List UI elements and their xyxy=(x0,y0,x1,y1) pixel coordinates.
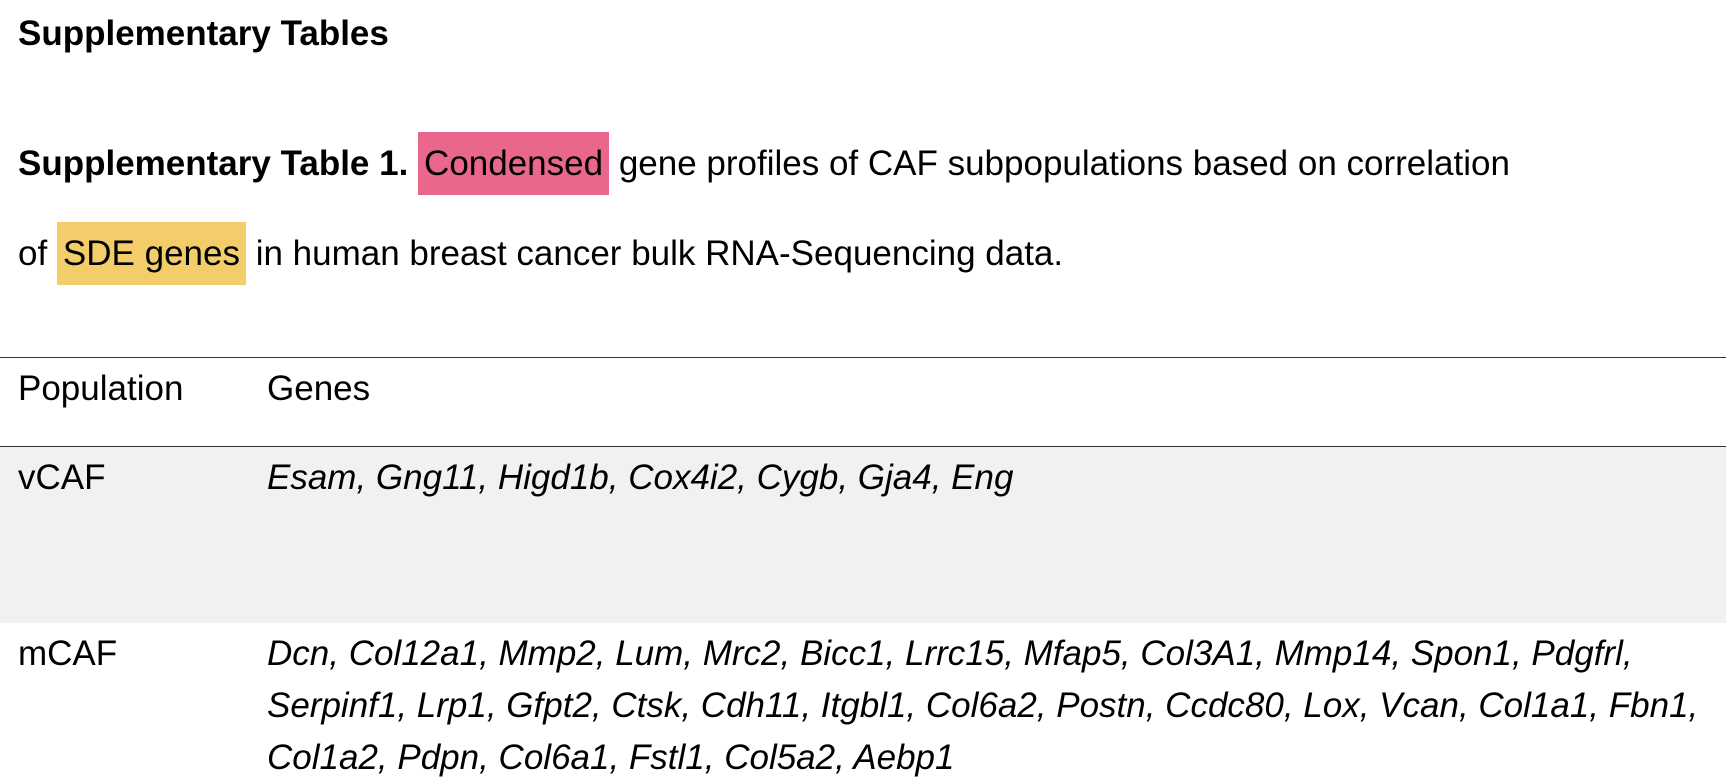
table-row: vCAF Esam, Gng11, Higd1b, Cox4i2, Cygb, … xyxy=(0,447,1726,623)
caption-line-1: Supplementary Table 1. Condensed gene pr… xyxy=(18,131,1718,221)
population-cell: vCAF xyxy=(18,458,106,497)
genes-cell: Esam, Gng11, Higd1b, Cox4i2, Cygb, Gja4,… xyxy=(267,458,1014,497)
population-cell: mCAF xyxy=(18,634,118,673)
highlight-condensed: Condensed xyxy=(418,132,610,195)
table-header-row: Population Genes xyxy=(0,358,1726,446)
table-caption: Supplementary Table 1. Condensed gene pr… xyxy=(18,131,1718,311)
header-population: Population xyxy=(18,369,184,408)
caption-label: Supplementary Table 1. xyxy=(18,144,409,183)
table-header-rule xyxy=(0,446,1726,447)
caption-text-3: in human breast cancer bulk RNA-Sequenci… xyxy=(245,234,1064,273)
header-genes: Genes xyxy=(267,369,371,408)
table-top-rule xyxy=(0,357,1726,358)
genes-cell: Dcn, Col12a1, Mmp2, Lum, Mrc2, Bicc1, Lr… xyxy=(267,634,1699,777)
table-row: mCAF Dcn, Col12a1, Mmp2, Lum, Mrc2, Bicc… xyxy=(0,623,1726,783)
caption-text-2: of xyxy=(18,234,57,273)
caption-line-2: of SDE genes in human breast cancer bulk… xyxy=(18,221,1718,311)
highlight-sde-genes: SDE genes xyxy=(56,222,246,285)
caption-text-1: gene profiles of CAF subpopulations base… xyxy=(609,144,1510,183)
section-heading: Supplementary Tables xyxy=(18,14,389,53)
